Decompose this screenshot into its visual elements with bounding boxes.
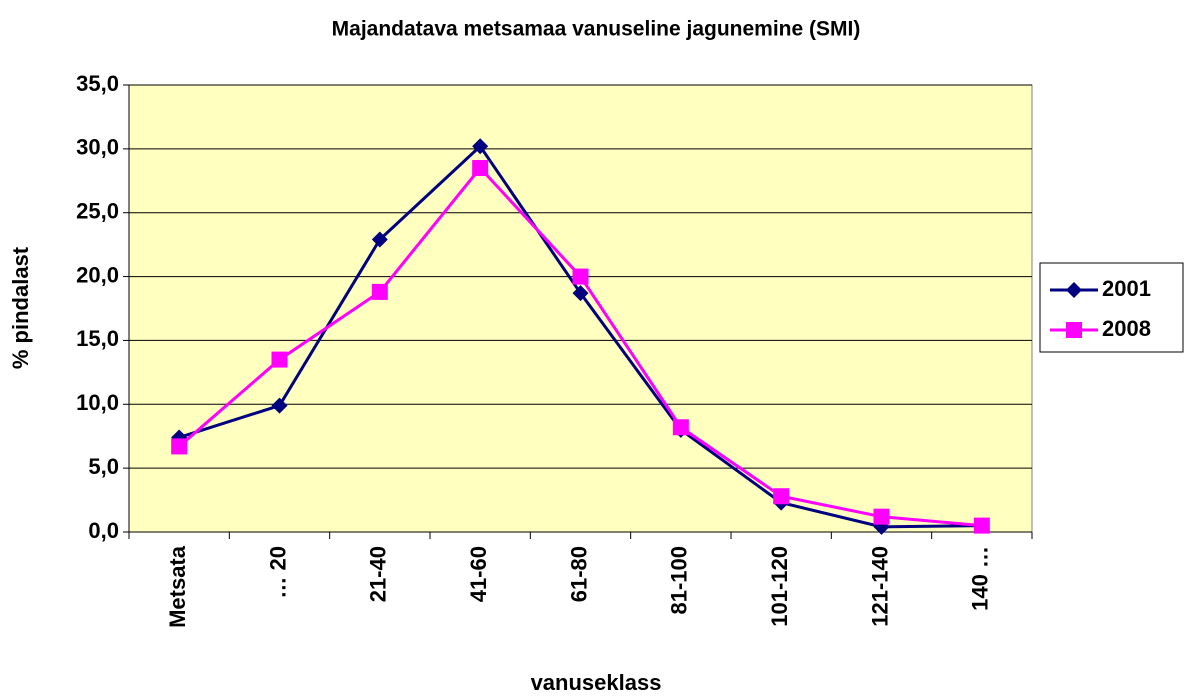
data-point [271,397,288,414]
legend-label: 2001 [1102,276,1151,301]
y-tick-label: 35,0 [76,71,119,96]
y-tick-label: 30,0 [76,135,119,160]
data-point [973,517,990,534]
chart-title: Majandatava metsamaa vanuseline jagunemi… [332,18,861,41]
x-tick-label: Metsata [165,545,190,628]
x-tick-label: 140 … [968,546,993,611]
x-tick-label: 121-140 [867,546,892,627]
x-tick-label: 21-40 [366,546,391,602]
x-tick-label: 41-60 [466,546,491,602]
data-point [271,351,288,368]
data-point [472,138,489,155]
x-tick-label: 81-100 [667,546,692,615]
y-tick-label: 10,0 [76,390,119,415]
data-point [171,438,188,455]
y-tick-label: 5,0 [88,454,119,479]
x-tick-label: … 20 [265,546,290,599]
data-point [371,231,388,248]
plot-area [128,84,1033,533]
data-point [572,285,589,302]
legend-label: 2008 [1102,316,1151,341]
legend-box [1039,262,1184,353]
y-tick-label: 25,0 [76,199,119,224]
x-axis-label: vanuseklass [531,670,662,695]
x-tick-label: 61-80 [566,546,591,602]
data-point [773,488,790,505]
x-tick-label: 101-120 [767,546,792,627]
legend-marker [1066,322,1082,338]
data-point [672,419,689,436]
y-tick-label: 15,0 [76,326,119,351]
data-point [873,508,890,525]
y-tick-label: 0,0 [88,518,119,543]
data-point [472,160,489,177]
y-tick-label: 20,0 [76,262,119,287]
y-axis-label: % pindalast [8,246,33,369]
legend-marker [1066,282,1082,298]
data-point [572,268,589,285]
data-point [371,283,388,300]
